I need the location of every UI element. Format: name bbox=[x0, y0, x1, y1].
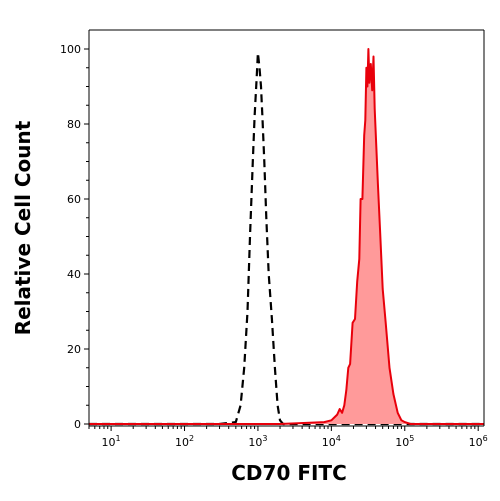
x-tick-label: 105 bbox=[395, 434, 414, 449]
y-tick-label: 60 bbox=[67, 193, 81, 206]
y-tick-label: 80 bbox=[67, 118, 81, 131]
series-0-line bbox=[89, 51, 484, 426]
y-tick-label: 40 bbox=[67, 268, 81, 281]
x-tick-label: 101 bbox=[102, 434, 121, 449]
x-tick-label: 102 bbox=[175, 434, 194, 449]
y-axis-title: Relative Cell Count bbox=[11, 120, 35, 335]
series-1-line bbox=[89, 48, 484, 425]
x-tick-label: 104 bbox=[322, 434, 341, 449]
y-tick-label: 20 bbox=[67, 343, 81, 356]
x-tick-label: 103 bbox=[248, 434, 267, 449]
x-tick-label: 106 bbox=[469, 434, 488, 449]
y-tick-label: 0 bbox=[74, 418, 81, 431]
y-tick-label: 100 bbox=[60, 43, 81, 56]
axis-layer: 0 20 40 60 80 100 101 102 103 104 105 106 bbox=[60, 29, 488, 449]
plot-layer bbox=[89, 48, 484, 426]
series-1-area bbox=[89, 49, 484, 424]
x-axis-title: CD70 FITC bbox=[231, 461, 347, 485]
